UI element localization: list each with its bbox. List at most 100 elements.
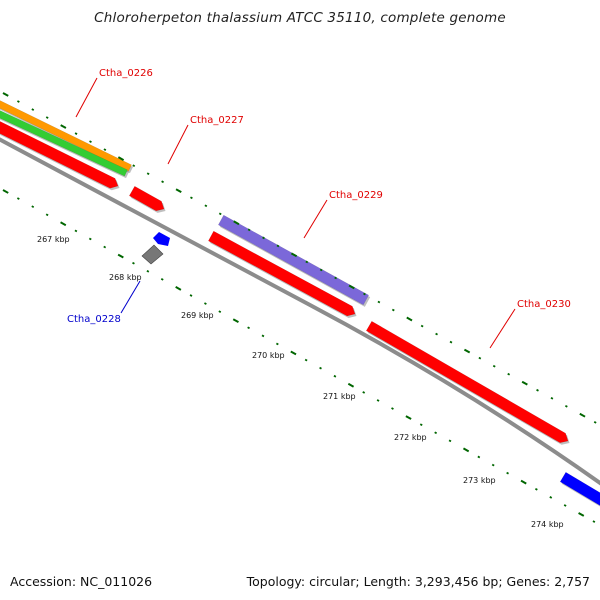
minor-tick	[419, 423, 423, 427]
minor-tick	[491, 463, 495, 467]
gene-callouts: Ctha_0226 Ctha_0227 Ctha_0228 Ctha_0229 Ctha…	[67, 68, 571, 349]
minor-tick	[478, 356, 482, 360]
minor-tick	[362, 391, 366, 394]
callout-leader-line	[167, 124, 189, 165]
major-tick	[175, 188, 182, 194]
feature-ctha-0230-body	[365, 320, 569, 444]
major-tick	[2, 92, 9, 97]
gene-label: Ctha_0228	[67, 314, 121, 325]
feature-gray	[141, 244, 164, 265]
genome-backbone	[0, 137, 600, 486]
minor-tick	[160, 278, 164, 281]
tick-marks	[2, 92, 597, 523]
feature-ctha-0229-body	[208, 230, 356, 317]
feature-ctha-0226-body	[0, 121, 119, 189]
minor-tick	[132, 164, 136, 168]
minor-tick	[146, 269, 150, 273]
minor-tick	[593, 421, 597, 424]
major-tick	[579, 412, 586, 418]
gene-callout: Ctha_0230	[489, 299, 571, 349]
feature-blue-track-body	[559, 471, 600, 506]
major-tick	[60, 124, 67, 129]
gene-label: Ctha_0226	[99, 68, 153, 79]
minor-tick	[391, 407, 394, 410]
minor-tick	[305, 260, 309, 264]
minor-tick	[189, 294, 193, 297]
gene-label: Ctha_0229	[329, 190, 383, 201]
gene-callout: Ctha_0229	[303, 190, 383, 239]
major-tick	[290, 350, 297, 356]
feature-tracks	[0, 100, 600, 507]
minor-tick	[449, 340, 453, 344]
minor-tick	[434, 431, 438, 435]
major-tick	[405, 415, 412, 420]
callout-leader-line	[75, 77, 98, 118]
minor-tick	[88, 237, 92, 241]
minor-tick	[506, 471, 509, 475]
minor-tick	[564, 404, 568, 408]
callout-leader-line	[303, 199, 328, 239]
scale-label: 267 kbp	[37, 235, 70, 244]
scale-label: 271 kbp	[323, 392, 356, 401]
genome-summary-text: Topology: circular; Length: 3,293,456 bp…	[246, 574, 590, 589]
major-tick	[462, 447, 470, 453]
minor-tick	[592, 520, 596, 523]
scale-label: 270 kbp	[252, 351, 285, 360]
minor-tick	[132, 261, 135, 265]
minor-tick	[276, 244, 280, 248]
minor-tick	[204, 302, 207, 305]
minor-tick	[247, 326, 250, 330]
major-tick	[2, 189, 9, 194]
minor-tick	[74, 132, 78, 135]
minor-tick	[261, 334, 265, 338]
gene-callout: Ctha_0228	[67, 280, 141, 325]
minor-tick	[103, 245, 107, 249]
minor-tick	[549, 496, 553, 499]
minor-tick	[534, 487, 538, 491]
minor-tick	[190, 196, 193, 200]
major-tick	[175, 286, 182, 291]
minor-tick	[536, 388, 539, 392]
minor-tick	[376, 399, 380, 402]
minor-tick	[45, 116, 49, 119]
feature-ctha-0227-body	[128, 185, 165, 212]
minor-tick	[435, 332, 438, 336]
scale-label: 274 kbp	[531, 520, 564, 529]
minor-tick	[89, 140, 92, 143]
minor-tick	[477, 455, 481, 459]
feature-ctha-0229	[208, 230, 357, 318]
minor-tick	[31, 108, 35, 111]
minor-tick	[16, 100, 20, 103]
major-tick	[520, 479, 527, 485]
feature-ctha-0229-misc	[218, 214, 371, 307]
minor-tick	[563, 504, 567, 507]
scale-labels: 267 kbp 268 kbp 269 kbp 270 kbp 271 kbp 272 k…	[37, 235, 564, 529]
major-tick	[348, 284, 355, 290]
callout-leader-line	[489, 308, 516, 349]
minor-tick	[391, 308, 395, 312]
minor-tick	[492, 364, 496, 368]
feature-ctha-0230	[365, 320, 570, 445]
major-tick	[406, 316, 413, 322]
minor-tick	[161, 180, 164, 184]
major-tick	[347, 382, 355, 388]
major-tick	[117, 156, 125, 161]
gene-callout: Ctha_0227	[167, 115, 244, 165]
map-title: Chloroherpeton thalassium ATCC 35110, co…	[94, 10, 506, 26]
minor-tick	[218, 310, 222, 313]
feature-ctha-0226	[0, 121, 120, 191]
minor-tick	[146, 172, 150, 176]
feature-ctha-0227	[128, 185, 166, 213]
feature-green-track	[0, 110, 129, 179]
minor-tick	[319, 268, 323, 272]
minor-tick	[363, 292, 366, 296]
gene-label: Ctha_0227	[190, 115, 244, 126]
minor-tick	[74, 229, 78, 233]
minor-tick	[218, 212, 222, 216]
minor-tick	[31, 205, 35, 209]
minor-tick	[420, 324, 424, 328]
major-tick	[578, 512, 585, 517]
gene-label: Ctha_0230	[517, 299, 571, 310]
minor-tick	[333, 374, 337, 378]
